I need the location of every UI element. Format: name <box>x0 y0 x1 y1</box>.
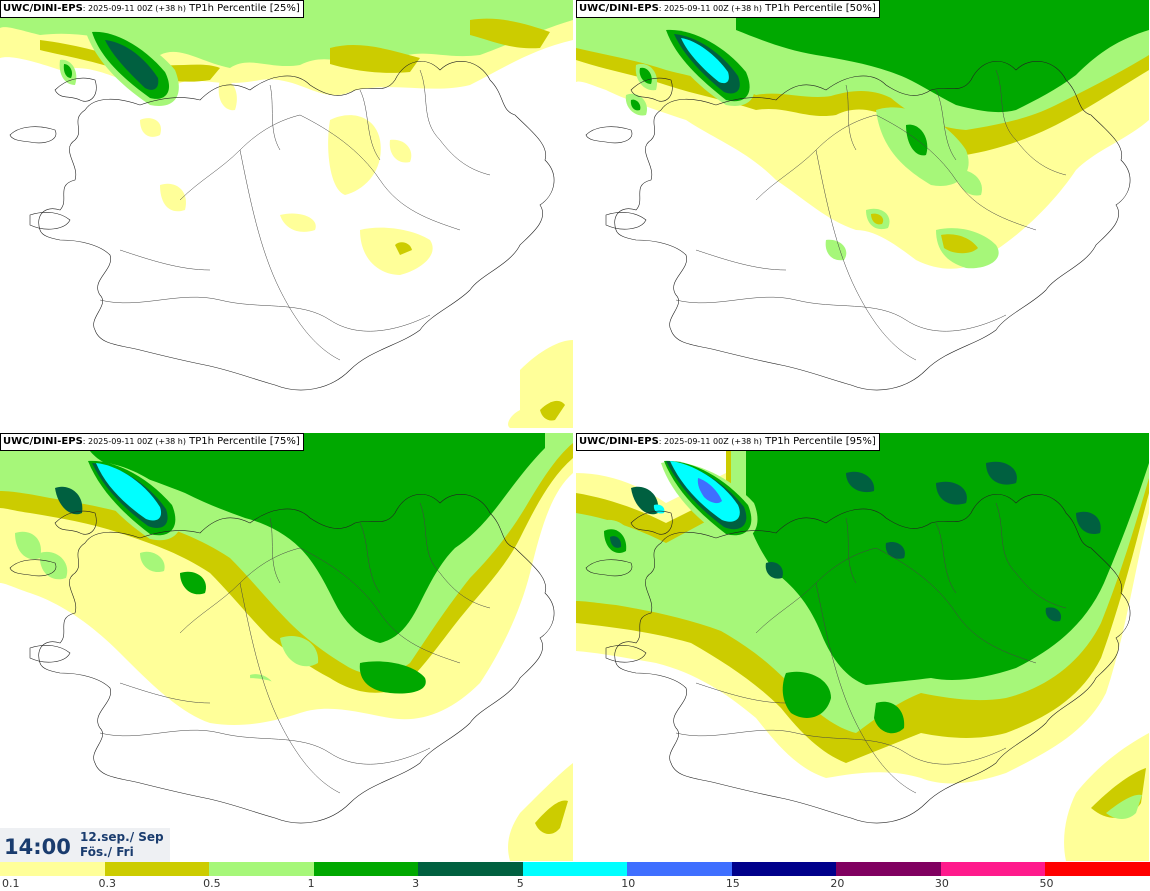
precip-map-p50 <box>576 0 1149 391</box>
precip-field <box>576 0 1149 269</box>
colorbar-tick-label: 10 <box>621 877 636 890</box>
colorbar-tick-label: 0.1 <box>2 877 20 890</box>
valid-time-box: 14:00 12.sep./ Sep Fös./ Fri <box>0 828 170 862</box>
colorbar-tick-label: 5 <box>516 877 524 890</box>
colorbar-segment <box>313 862 419 876</box>
corner-precip <box>508 763 573 861</box>
colorbar-segment <box>0 862 105 876</box>
precip-field <box>0 433 573 725</box>
valid-date: 12.sep./ Sep <box>80 830 164 844</box>
roads <box>99 69 491 361</box>
colorbar-segment <box>731 862 837 876</box>
panel-title: UWC/DINI-EPS: 2025-09-11 00Z (+38 h) TP1… <box>0 433 304 451</box>
colorbar-segment <box>836 862 941 876</box>
panel-title: UWC/DINI-EPS: 2025-09-11 00Z (+38 h) TP1… <box>0 0 304 18</box>
colorbar-segment <box>940 862 1046 876</box>
colorbar-segment <box>1045 862 1150 876</box>
colorbar-segment <box>418 862 523 876</box>
coastline <box>585 61 1131 391</box>
colorbar-segment <box>209 862 314 876</box>
roads <box>675 502 1067 794</box>
panel-title: UWC/DINI-EPS: 2025-09-11 00Z (+38 h) TP1… <box>576 0 880 18</box>
colorbar-tick-label: 30 <box>934 877 949 890</box>
colorbar-tick-label: 20 <box>830 877 845 890</box>
map-panel-p25: UWC/DINI-EPS: 2025-09-11 00Z (+38 h) TP1… <box>0 0 573 428</box>
colorbar-tick-labels: 0.1 0.3 0.5 1 3 5 10 15 20 30 50 <box>0 876 1150 891</box>
colorbar-tick-label: 50 <box>1039 877 1054 890</box>
panel-title: UWC/DINI-EPS: 2025-09-11 00Z (+38 h) TP1… <box>576 433 880 451</box>
precip-map-p25 <box>0 0 573 428</box>
roads <box>675 69 1067 361</box>
map-panel-p75: UWC/DINI-EPS: 2025-09-11 00Z (+38 h) TP1… <box>0 433 573 861</box>
valid-time-clock: 14:00 <box>4 835 71 859</box>
colorbar-tick-label: 15 <box>725 877 740 890</box>
precip-field <box>0 0 573 428</box>
map-panel-p95: UWC/DINI-EPS: 2025-09-11 00Z (+38 h) TP1… <box>576 433 1149 861</box>
colorbar-tick-label: 0.5 <box>203 877 221 890</box>
precip-map-p95 <box>576 433 1149 861</box>
roads <box>99 502 491 794</box>
precip-map-p75 <box>0 433 573 861</box>
map-panel-p50: UWC/DINI-EPS: 2025-09-11 00Z (+38 h) TP1… <box>576 0 1149 428</box>
colorbar-tick-label: 0.3 <box>98 877 117 890</box>
precip-colorbar <box>0 862 1150 876</box>
coastline <box>9 61 555 391</box>
colorbar-tick-label: 3 <box>412 877 420 890</box>
colorbar-segment <box>627 862 732 876</box>
coastline <box>9 494 555 824</box>
valid-weekday: Fös./ Fri <box>80 845 134 859</box>
coastline <box>585 494 1131 824</box>
colorbar-segment <box>522 862 628 876</box>
colorbar-segment <box>104 862 210 876</box>
colorbar-tick-label: 1 <box>307 877 315 890</box>
precip-field <box>576 433 1149 861</box>
